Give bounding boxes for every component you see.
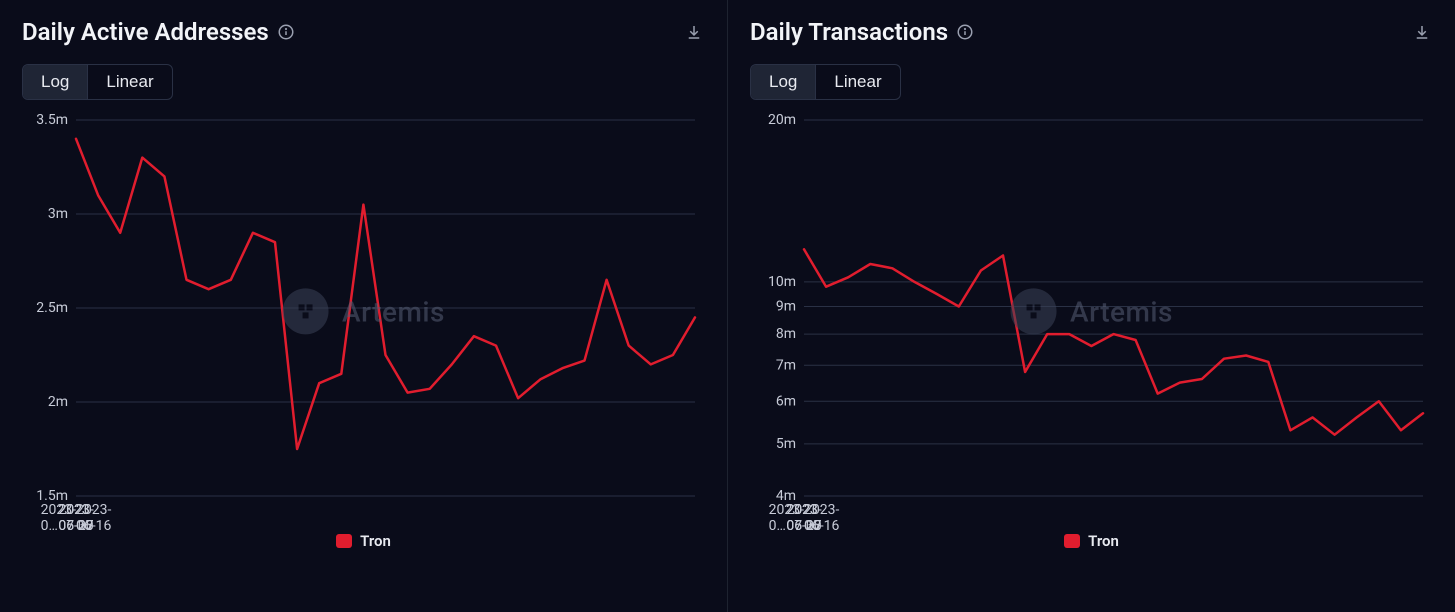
- chart-svg: 1.5m2m2.5m3m3.5m: [22, 106, 705, 526]
- svg-text:10m: 10m: [768, 274, 796, 290]
- svg-text:5m: 5m: [776, 436, 796, 452]
- scale-toggle: Log Linear: [750, 64, 901, 100]
- svg-text:7m: 7m: [776, 357, 796, 373]
- x-axis-labels: 2023-06-162023-06-232023-06-302023-07-07…: [22, 498, 705, 520]
- scale-log-button[interactable]: Log: [751, 65, 815, 99]
- scale-linear-button[interactable]: Linear: [815, 65, 899, 99]
- svg-text:6m: 6m: [776, 393, 796, 409]
- legend-swatch: [1064, 534, 1080, 548]
- scale-log-button[interactable]: Log: [23, 65, 87, 99]
- title-wrap: Daily Transactions: [750, 18, 974, 46]
- panel-title: Daily Active Addresses: [22, 18, 269, 46]
- svg-text:2.5m: 2.5m: [36, 300, 68, 316]
- svg-text:2m: 2m: [48, 394, 68, 410]
- panel-dtx: Daily Transactions Log Linear 4m5m6m7m8m…: [728, 0, 1455, 612]
- panel-title: Daily Transactions: [750, 18, 948, 46]
- x-axis-labels: 2023-06-162023-06-232023-06-302023-07-07…: [750, 498, 1433, 520]
- download-icon[interactable]: [683, 21, 705, 43]
- legend-label: Tron: [1088, 532, 1119, 550]
- scale-linear-button[interactable]: Linear: [87, 65, 171, 99]
- panel-header: Daily Active Addresses: [22, 18, 705, 46]
- legend: Tron: [22, 532, 705, 550]
- svg-text:20m: 20m: [768, 112, 796, 128]
- info-icon[interactable]: [277, 23, 295, 41]
- plot-area: 1.5m2m2.5m3m3.5m Artemis 2023-06-162023-…: [22, 106, 705, 526]
- download-icon[interactable]: [1411, 21, 1433, 43]
- legend-swatch: [336, 534, 352, 548]
- title-wrap: Daily Active Addresses: [22, 18, 295, 46]
- svg-text:9m: 9m: [776, 299, 796, 315]
- svg-text:3.5m: 3.5m: [36, 112, 68, 128]
- panels-container: Daily Active Addresses Log Linear 1.5m2m…: [0, 0, 1455, 612]
- panel-daa: Daily Active Addresses Log Linear 1.5m2m…: [0, 0, 727, 612]
- legend-label: Tron: [360, 532, 391, 550]
- chart-svg: 4m5m6m7m8m9m10m20m: [750, 106, 1433, 526]
- panel-header: Daily Transactions: [750, 18, 1433, 46]
- x-tick-label: 2023-0…: [41, 502, 76, 534]
- x-tick-label: 2023-0…: [769, 502, 804, 534]
- svg-text:3m: 3m: [48, 206, 68, 222]
- legend: Tron: [750, 532, 1433, 550]
- svg-text:8m: 8m: [776, 326, 796, 342]
- scale-toggle: Log Linear: [22, 64, 173, 100]
- info-icon[interactable]: [956, 23, 974, 41]
- plot-area: 4m5m6m7m8m9m10m20m Artemis 2023-06-16202…: [750, 106, 1433, 526]
